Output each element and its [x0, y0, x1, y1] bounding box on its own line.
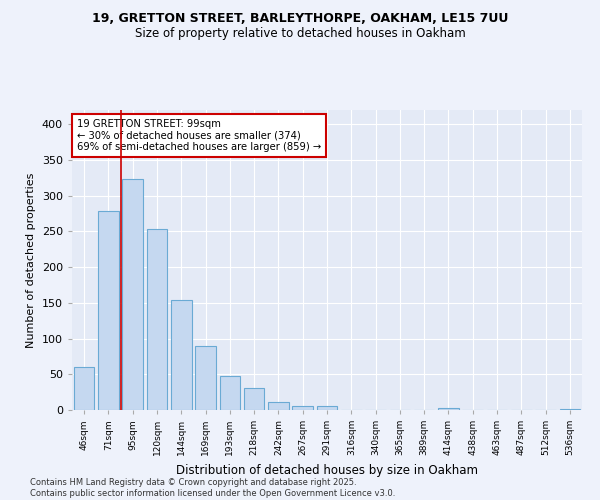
Text: 19, GRETTON STREET, BARLEYTHORPE, OAKHAM, LE15 7UU: 19, GRETTON STREET, BARLEYTHORPE, OAKHAM…	[92, 12, 508, 26]
Text: 19 GRETTON STREET: 99sqm
← 30% of detached houses are smaller (374)
69% of semi-: 19 GRETTON STREET: 99sqm ← 30% of detach…	[77, 119, 322, 152]
Bar	[220, 376, 240, 410]
Bar	[438, 408, 459, 410]
Bar	[171, 300, 191, 410]
Bar	[560, 408, 580, 410]
Y-axis label: Number of detached properties: Number of detached properties	[26, 172, 36, 348]
Bar	[195, 346, 216, 410]
Bar	[146, 228, 167, 410]
Bar	[74, 367, 94, 410]
X-axis label: Distribution of detached houses by size in Oakham: Distribution of detached houses by size …	[176, 464, 478, 476]
Bar	[268, 402, 289, 410]
Bar	[98, 212, 119, 410]
Text: Contains HM Land Registry data © Crown copyright and database right 2025.
Contai: Contains HM Land Registry data © Crown c…	[30, 478, 395, 498]
Bar	[317, 406, 337, 410]
Text: Size of property relative to detached houses in Oakham: Size of property relative to detached ho…	[134, 28, 466, 40]
Bar	[244, 388, 265, 410]
Bar	[122, 180, 143, 410]
Bar	[292, 406, 313, 410]
